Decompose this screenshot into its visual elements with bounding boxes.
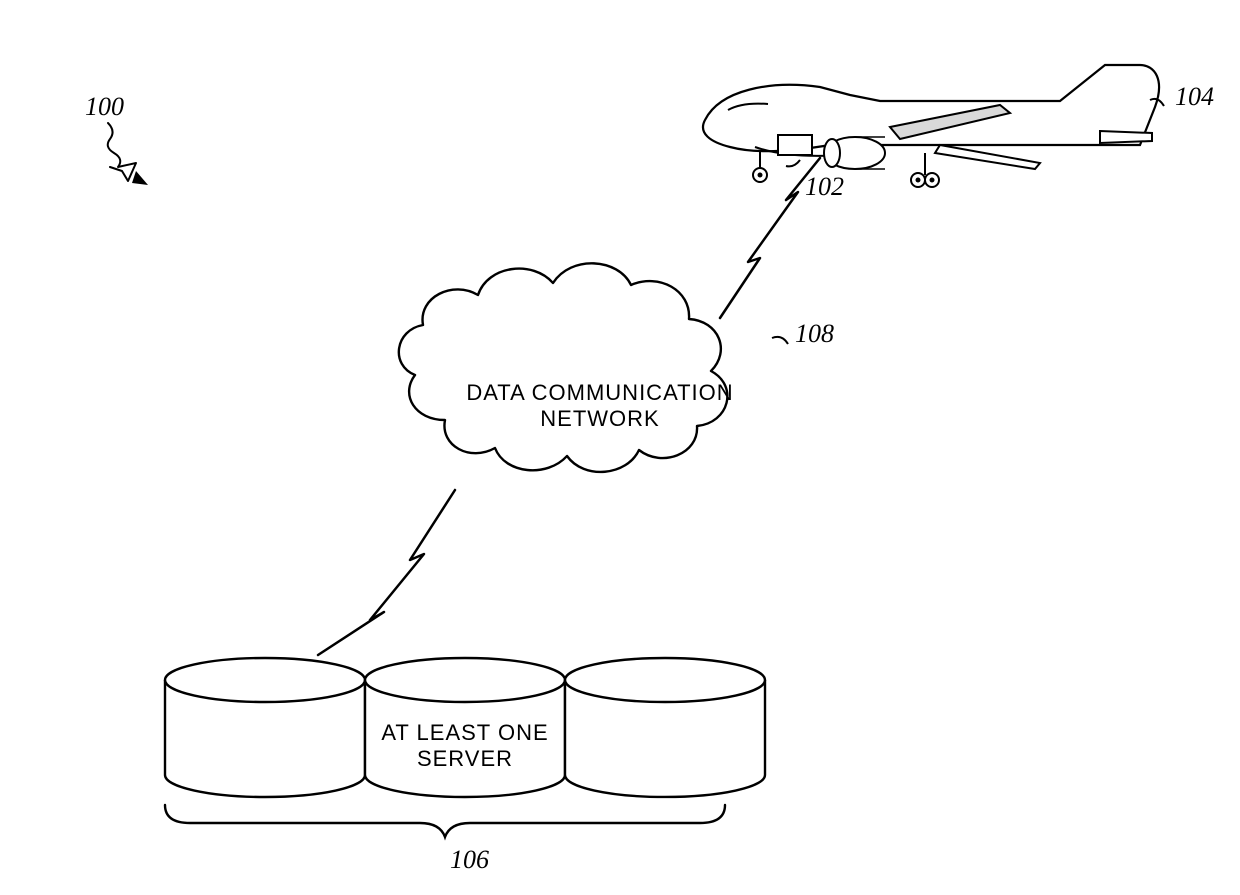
onboard-device <box>778 135 812 155</box>
cloud-network: DATA COMMUNICATION NETWORK <box>399 263 734 472</box>
system-squiggle-arrow <box>108 123 136 181</box>
server-2: AT LEAST ONE SERVER <box>365 658 565 797</box>
cloud-label-1: DATA COMMUNICATION <box>466 380 733 405</box>
aircraft <box>703 65 1159 187</box>
server-1 <box>165 658 365 797</box>
server-group: AT LEAST ONE SERVER <box>165 658 765 797</box>
ref-system-num: 100 <box>85 92 124 121</box>
ref-device-num: 102 <box>805 172 844 201</box>
ref-network-num: 108 <box>795 319 834 348</box>
diagram-canvas: 100 1 <box>0 0 1240 895</box>
ref-network: 108 <box>772 319 834 348</box>
ref-servers-num: 106 <box>450 845 489 874</box>
ref-aircraft-num: 104 <box>1175 82 1214 111</box>
link-cloud-server <box>318 490 455 655</box>
engine <box>824 137 885 169</box>
server-label-2: SERVER <box>417 746 513 771</box>
server-brace: 106 <box>165 805 725 874</box>
system-arrowhead <box>132 171 148 185</box>
cloud-label-2: NETWORK <box>540 406 659 431</box>
server-3 <box>565 658 765 797</box>
ref-system: 100 <box>85 92 148 185</box>
server-label-1: AT LEAST ONE <box>381 720 548 745</box>
